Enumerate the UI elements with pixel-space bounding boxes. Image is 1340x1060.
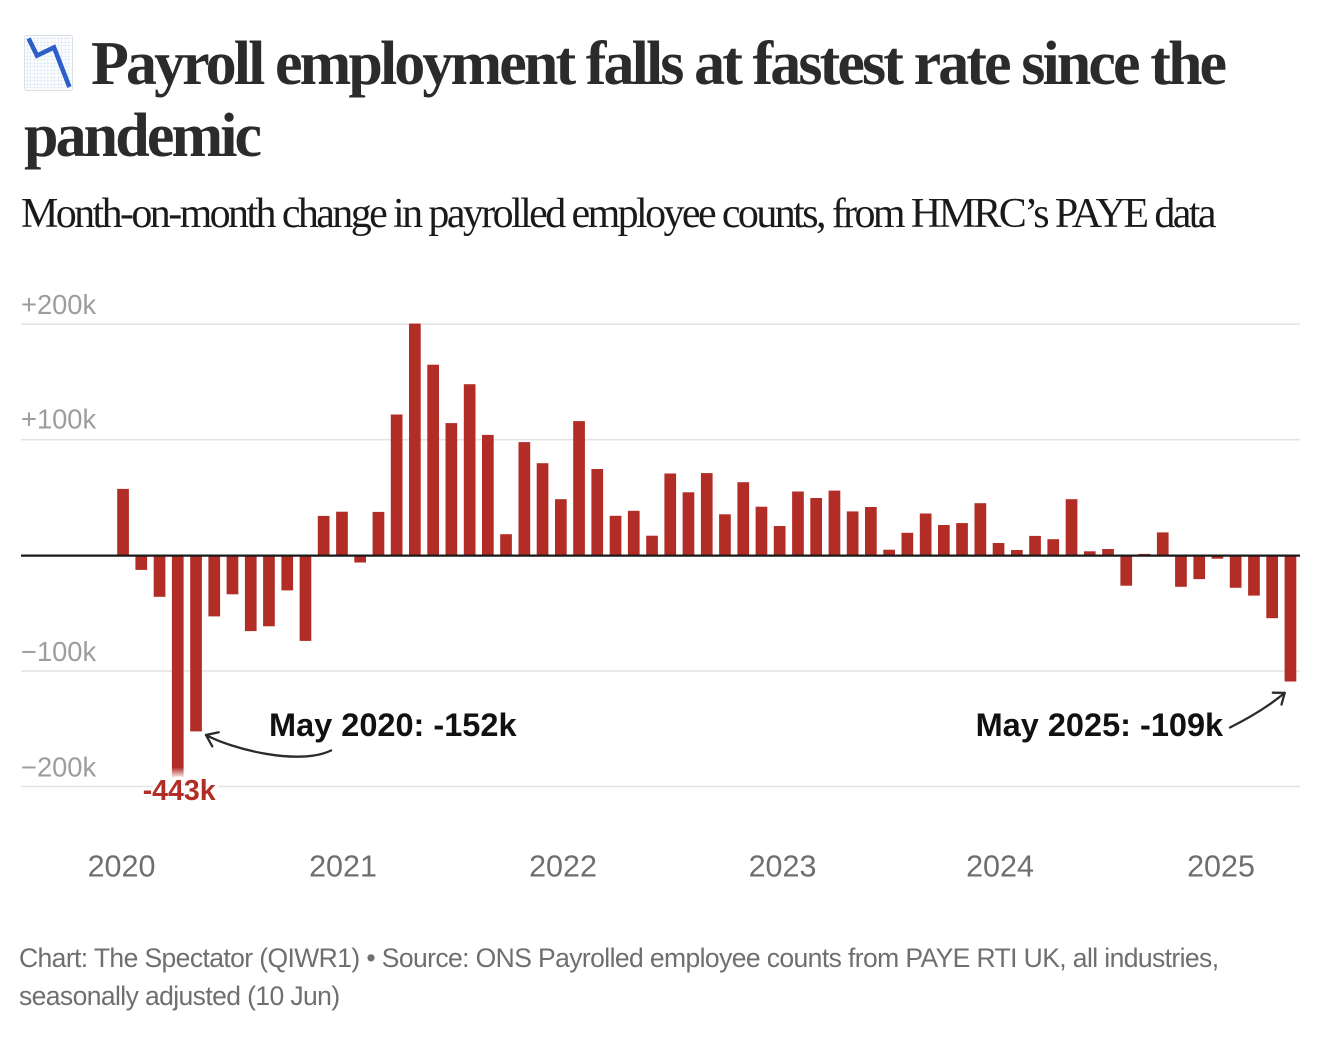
svg-text:+200k: +200k [21, 289, 96, 320]
svg-text:-443k: -443k [143, 775, 216, 807]
svg-text:2021: 2021 [309, 849, 377, 883]
svg-text:+100k: +100k [21, 404, 96, 435]
svg-text:2022: 2022 [529, 849, 597, 883]
svg-text:May 2020: -152k: May 2020: -152k [269, 707, 517, 743]
svg-text:2025: 2025 [1187, 849, 1255, 883]
svg-text:−200k: −200k [21, 752, 96, 783]
svg-text:May 2025: -109k: May 2025: -109k [976, 707, 1224, 743]
svg-text:2023: 2023 [749, 849, 817, 883]
svg-text:2024: 2024 [966, 849, 1034, 883]
svg-text:2020: 2020 [88, 849, 156, 883]
svg-text:−100k: −100k [21, 636, 96, 667]
